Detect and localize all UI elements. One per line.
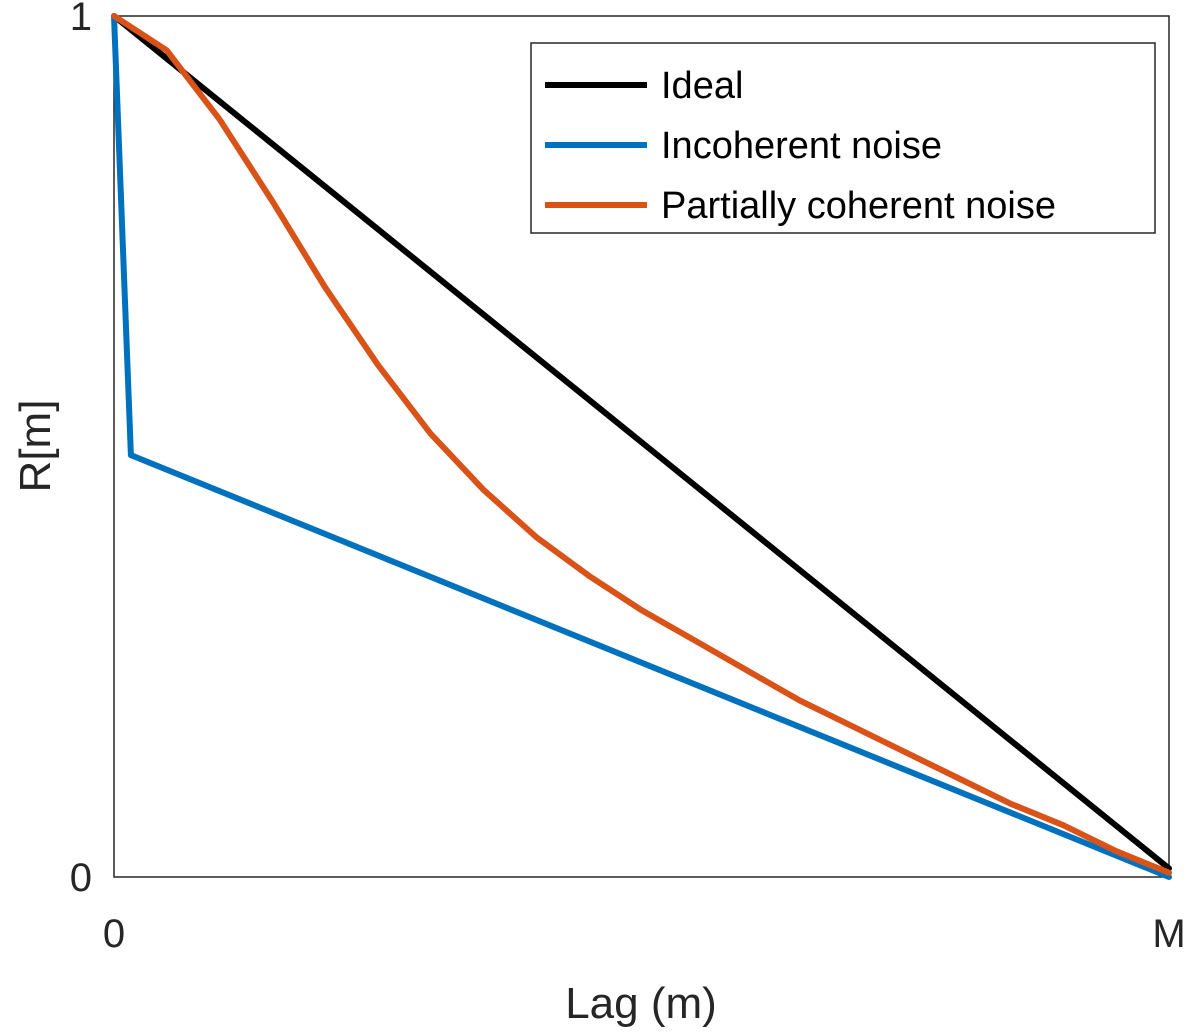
legend-label: Ideal [661, 65, 743, 107]
legend-item-partially-coherent-noise: Partially coherent noise [545, 185, 1056, 227]
legend-label: Partially coherent noise [661, 185, 1056, 227]
x-axis-label: Lag (m) [565, 979, 717, 1028]
series-line-incoherent-noise [111, 13, 1172, 880]
series-layer [111, 13, 1172, 880]
legend-box [530, 42, 1156, 234]
y-tick-label: 1 [70, 0, 92, 39]
series-line-ideal [111, 13, 1172, 872]
tick-layer: 0 M 0 1 [70, 0, 1186, 956]
y-tick-label: 0 [70, 856, 92, 900]
legend-item-ideal: Ideal [545, 65, 743, 107]
x-tick-label: 0 [103, 912, 125, 956]
legend-item-incoherent-noise: Incoherent noise [545, 125, 942, 167]
series-line-partially-coherent-noise [111, 13, 1172, 876]
legend: Ideal Incoherent noise Partially coherent … [530, 42, 1156, 234]
legend-items: Ideal Incoherent noise Partially coherent … [545, 65, 1056, 227]
legend-label: Incoherent noise [661, 125, 942, 167]
x-tick-label: M [1152, 912, 1185, 956]
y-axis-label: R[m] [11, 400, 60, 493]
